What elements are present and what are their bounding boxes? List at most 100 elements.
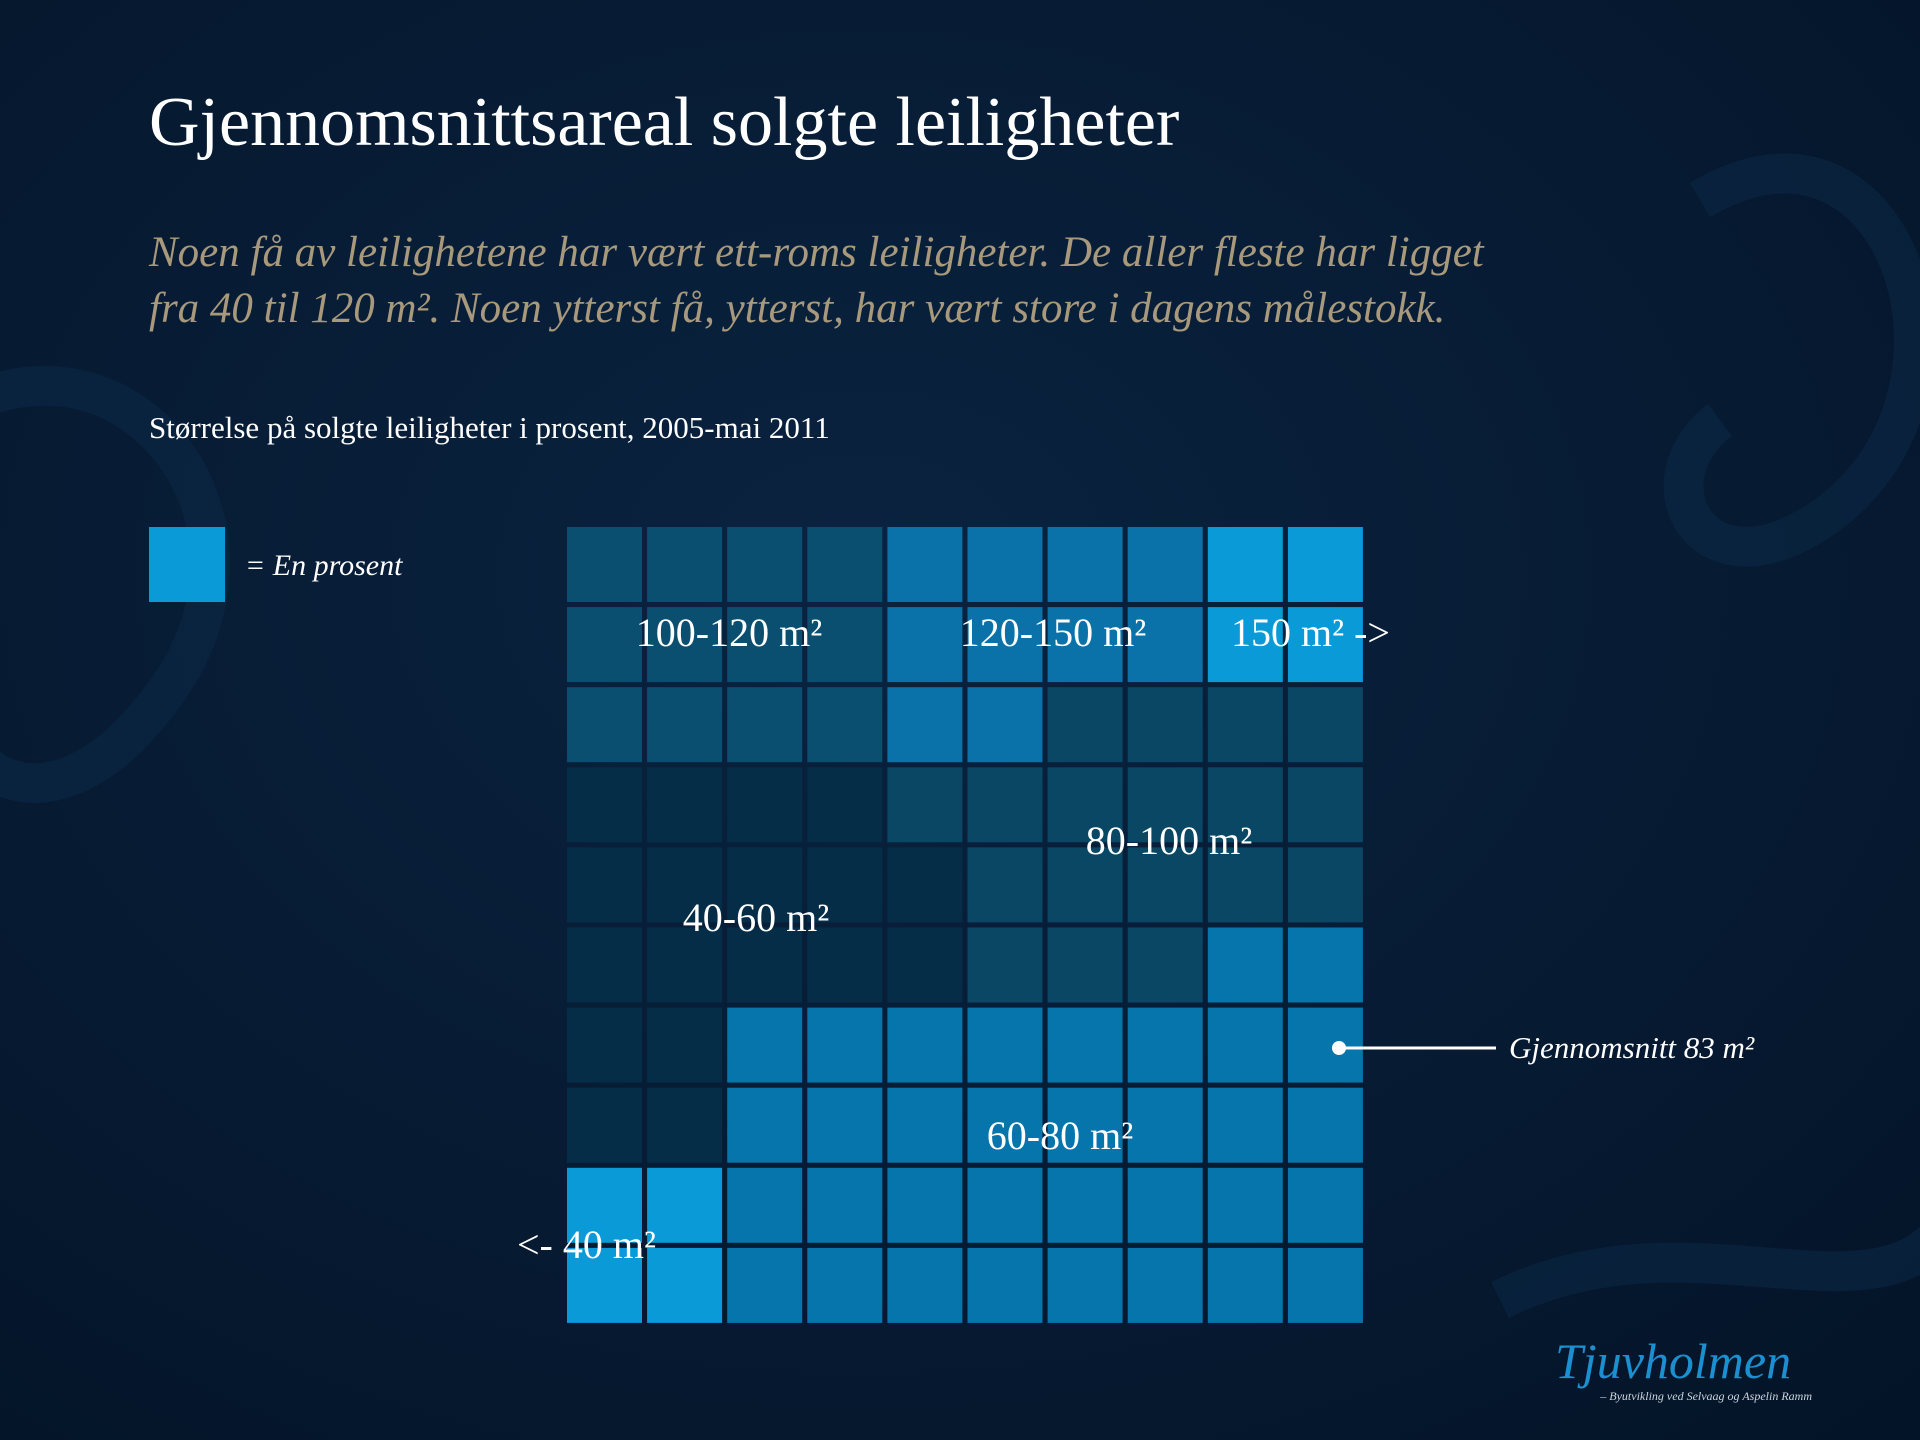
waffle-cell [727,687,803,763]
waffle-cell [1127,607,1203,683]
legend-label: = En prosent [245,549,403,582]
waffle-cell [647,527,723,602]
waffle-cell [727,607,803,683]
waffle-cell [1127,767,1203,843]
waffle-cell [1047,607,1123,683]
category-label: 100-120 m² [636,610,822,655]
waffle-cell [1287,607,1363,683]
waffle-cell [1207,687,1283,763]
category-label: 40-60 m² [683,895,829,940]
waffle-cell [647,1087,723,1163]
category-labels: <- 40 m² 40-60 m² 60-80 m² 80-100 m² 100-120… [517,610,1390,1267]
waffle-grid [567,527,1363,1323]
waffle-cell [807,847,883,923]
waffle-cell [967,767,1043,843]
waffle-cell [887,1007,963,1083]
waffle-cell [727,847,803,923]
waffle-cell [887,1087,963,1163]
title: Gjennomsnittsareal solgte leiligheter [149,84,1179,161]
waffle-cell [1287,1167,1363,1243]
waffle-cell [807,1247,883,1323]
background-swirls [0,153,1920,1318]
waffle-cell [647,927,723,1003]
waffle-cell [647,1247,723,1323]
waffle-cell [1207,1007,1283,1083]
waffle-cell [1047,527,1123,602]
waffle-cell [887,1247,963,1323]
logo: Tjuvholmen [1555,1333,1791,1389]
waffle-cell [647,767,723,843]
waffle-cell [887,527,963,602]
waffle-cell [567,527,642,602]
waffle-cell [807,527,883,602]
waffle-cell [1047,767,1123,843]
waffle-cell [1287,847,1363,923]
waffle-cell [807,767,883,843]
waffle-cell [1047,1007,1123,1083]
waffle-cell [887,607,963,683]
waffle-cell [967,1167,1043,1243]
waffle-cell [1047,687,1123,763]
waffle-cell [567,767,642,843]
waffle-cell [1287,1007,1363,1083]
waffle-cell [967,1007,1043,1083]
waffle-cell [647,847,723,923]
waffle-cell [887,1167,963,1243]
waffle-cell [1047,1167,1123,1243]
waffle-cell [647,1007,723,1083]
subtitle-line: Noen få av leilighetene har vært ett-rom… [148,229,1485,276]
waffle-cell [727,1167,803,1243]
waffle-cell [567,1247,642,1323]
waffle-cell [647,687,723,763]
waffle-cell [807,687,883,763]
category-label: 120-150 m² [960,610,1146,655]
waffle-cell [1207,927,1283,1003]
waffle-cell [967,847,1043,923]
logo-tagline: – Byutvikling ved Selvaag og Aspelin Ram… [1599,1389,1812,1403]
waffle-cell [967,1087,1043,1163]
waffle-cell [1287,927,1363,1003]
waffle-cell [1047,847,1123,923]
waffle-cell [1207,527,1283,602]
waffle-cell [727,1087,803,1163]
category-label: <- 40 m² [517,1222,656,1267]
waffle-cell [1127,1247,1203,1323]
waffle-cell [1207,1167,1283,1243]
waffle-cell [567,1167,642,1243]
waffle-cell [807,1167,883,1243]
waffle-cell [567,607,642,683]
waffle-cell [727,1247,803,1323]
waffle-cell [967,607,1043,683]
waffle-cell [807,607,883,683]
waffle-cell [727,527,803,602]
waffle-cell [887,767,963,843]
category-label: 80-100 m² [1086,818,1252,863]
waffle-cell [1047,927,1123,1003]
waffle-cell [1207,607,1283,683]
waffle-cell [887,847,963,923]
waffle-cell [1127,687,1203,763]
waffle-cell [1047,1087,1123,1163]
waffle-cell [967,927,1043,1003]
waffle-cell [567,847,642,923]
legend-swatch [149,527,225,602]
waffle-cell [727,767,803,843]
waffle-cell [1207,847,1283,923]
waffle-cell [727,1007,803,1083]
waffle-cell [887,687,963,763]
waffle-cell [1287,1087,1363,1163]
waffle-cell [1127,1167,1203,1243]
waffle-cell [807,1007,883,1083]
waffle-cell [647,607,723,683]
waffle-cell [1207,767,1283,843]
waffle-cell [567,927,642,1003]
waffle-cell [567,687,642,763]
waffle-cell [1287,527,1363,602]
waffle-cell [567,1087,642,1163]
waffle-cell [1127,847,1203,923]
waffle-cell [807,927,883,1003]
waffle-cell [967,527,1043,602]
chart-title: Størrelse på solgte leiligheter i prosen… [149,410,830,445]
